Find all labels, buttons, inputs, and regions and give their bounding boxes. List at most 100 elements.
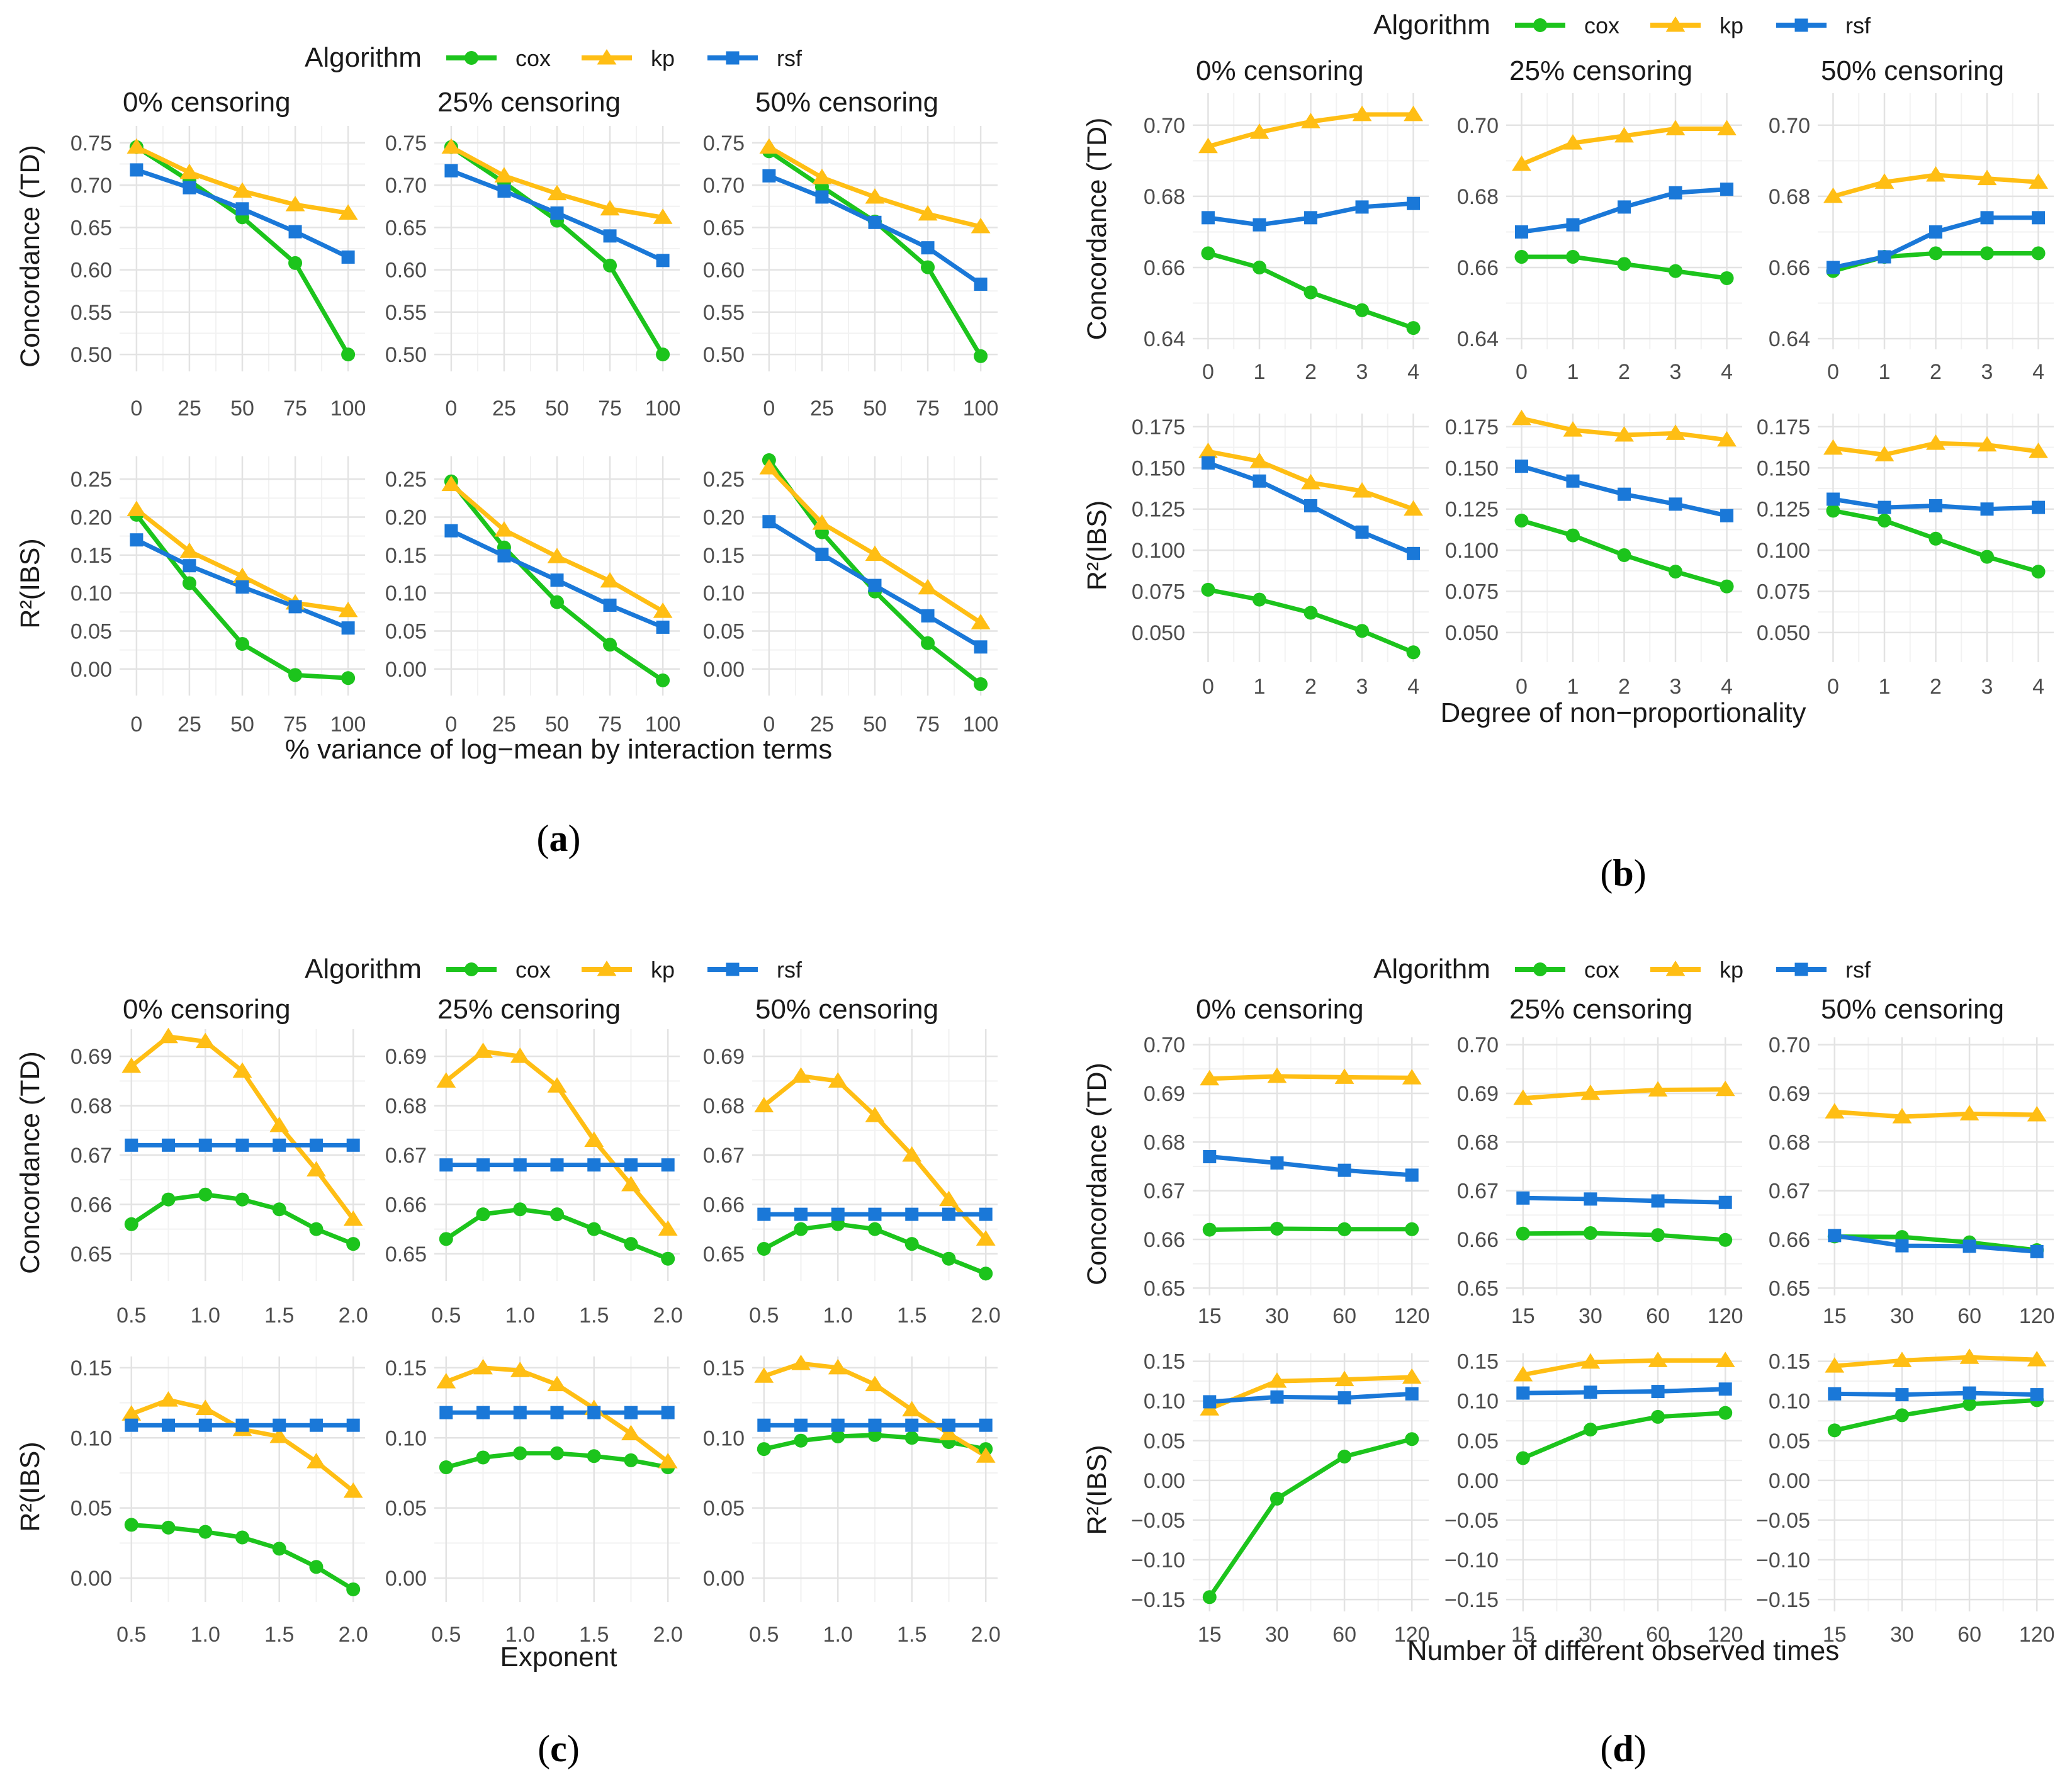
data-point-rsf xyxy=(942,1418,955,1432)
y-tick-label: 0.66 xyxy=(1769,256,1810,280)
data-point-rsf xyxy=(162,1138,176,1152)
x-tick-label: 4 xyxy=(1407,675,1419,699)
data-point-kp xyxy=(232,182,252,198)
series-line-rsf xyxy=(1521,1387,1728,1396)
legend-label-rsf: rsf xyxy=(777,957,802,983)
x-tick-label: 3 xyxy=(1670,675,1682,699)
x-tick-label: 15 xyxy=(1198,1304,1222,1328)
data-point-rsf xyxy=(603,598,617,612)
data-point-kp xyxy=(232,1062,252,1078)
x-tick-label: 2.0 xyxy=(653,1304,683,1328)
data-point-kp xyxy=(436,1072,456,1088)
data-point-kp xyxy=(600,572,620,588)
data-point-rsf xyxy=(603,229,617,243)
y-tick-label: 0.65 xyxy=(1457,1277,1499,1300)
y-tick-label: 0.050 xyxy=(1445,621,1499,645)
facet-strip-label: 0% censoring xyxy=(123,87,291,118)
data-point-kp xyxy=(812,514,832,530)
y-tick-label: 0.75 xyxy=(70,132,112,155)
data-point-rsf xyxy=(439,1406,453,1419)
x-tick-label: 100 xyxy=(330,397,366,420)
data-point-rsf xyxy=(1929,225,1942,239)
x-tick-label: 2.0 xyxy=(339,1304,368,1328)
panel-caption: (b) xyxy=(1600,852,1646,894)
y-tick-label: 0.69 xyxy=(1144,1082,1185,1106)
data-point-rsf xyxy=(235,580,249,594)
data-point-cox xyxy=(124,1217,138,1231)
y-tick-label: 0.125 xyxy=(1757,498,1810,522)
x-tick-label: 0 xyxy=(1516,360,1528,384)
data-point-kp xyxy=(621,1176,641,1192)
series-line-cox xyxy=(1207,1226,1414,1232)
data-point-rsf xyxy=(757,1418,771,1432)
data-point-rsf xyxy=(1514,460,1528,473)
x-tick-label: 120 xyxy=(2019,1623,2055,1647)
y-tick-label: 0.66 xyxy=(703,1193,745,1217)
x-tick-label: 1.5 xyxy=(264,1304,294,1328)
data-point-rsf xyxy=(979,1207,993,1221)
data-point-cox xyxy=(439,1232,453,1246)
data-point-kp xyxy=(1959,1105,1979,1120)
x-tick-label: 75 xyxy=(916,713,940,736)
y-tick-label: 0.68 xyxy=(1144,1131,1185,1154)
y-tick-label: 0.68 xyxy=(70,1095,112,1119)
data-point-kp xyxy=(1874,446,1895,461)
data-point-rsf xyxy=(1566,218,1580,232)
data-point-rsf xyxy=(624,1406,638,1419)
data-point-kp xyxy=(918,205,938,221)
data-point-rsf xyxy=(1584,1192,1597,1206)
legend-label-cox: cox xyxy=(515,957,551,983)
y-tick-label: 0.05 xyxy=(703,1497,745,1521)
x-tick-label: 0.5 xyxy=(431,1623,461,1647)
data-point-cox xyxy=(1514,250,1529,264)
data-point-cox xyxy=(1980,550,1995,564)
data-point-cox xyxy=(587,1449,601,1463)
x-tick-label: 75 xyxy=(283,713,307,736)
data-point-rsf xyxy=(1720,183,1734,196)
facet-plot: 0.050 0.075 0.100 0.125 0.150 0.175 0 1 2 3 4 xyxy=(1757,414,2054,699)
facet-plot: −0.15 −0.10 −0.05 0.00 0.05 0.10 0.15 15 30 60 120 xyxy=(1756,1348,2055,1647)
y-tick-label: 0.05 xyxy=(70,1497,112,1521)
legend-label-kp: kp xyxy=(651,957,675,983)
data-point-kp xyxy=(338,601,358,617)
series-line-kp xyxy=(1521,1087,1728,1101)
data-point-cox xyxy=(794,1222,808,1236)
x-tick-label: 1.0 xyxy=(823,1304,853,1328)
facet-plot: 0.65 0.66 0.67 0.68 0.69 0.5 1.0 1.5 2.0 xyxy=(703,1029,1001,1328)
panel-caption: (d) xyxy=(1600,1728,1646,1769)
y-tick-label: 0.68 xyxy=(1769,1131,1810,1154)
x-tick-label: 2.0 xyxy=(339,1623,368,1647)
data-point-cox xyxy=(921,260,935,274)
y-axis-title: Concordance (TD) xyxy=(15,1051,45,1274)
y-tick-label: 0.65 xyxy=(385,216,427,240)
data-point-rsf xyxy=(1878,250,1891,264)
data-point-cox xyxy=(309,1560,324,1574)
facet-plot: 0.50 0.55 0.60 0.65 0.70 0.75 0 25 50 75 100 xyxy=(70,126,366,420)
data-point-kp xyxy=(1563,134,1583,150)
facet-plot: 0.65 0.66 0.67 0.68 0.69 0.70 15 30 60 120 xyxy=(1144,1034,1430,1328)
data-point-cox xyxy=(198,1525,213,1539)
x-tick-label: 1.0 xyxy=(191,1304,220,1328)
y-tick-label: 0.10 xyxy=(1769,1390,1810,1414)
data-point-cox xyxy=(757,1242,771,1256)
legend-label-cox: cox xyxy=(1584,13,1619,38)
x-tick-label: 0.5 xyxy=(749,1623,779,1647)
data-point-rsf xyxy=(1203,1395,1217,1409)
x-tick-label: 30 xyxy=(1265,1623,1289,1647)
y-tick-label: 0.67 xyxy=(1457,1180,1499,1204)
data-point-rsf xyxy=(476,1158,490,1172)
y-tick-label: 0.10 xyxy=(1144,1390,1185,1414)
data-point-rsf xyxy=(550,206,564,220)
data-point-rsf xyxy=(905,1207,919,1221)
data-point-cox xyxy=(831,1430,845,1444)
data-point-kp xyxy=(621,1424,641,1441)
data-point-cox xyxy=(235,1192,249,1207)
data-point-kp xyxy=(1512,409,1531,426)
series-line-rsf xyxy=(1521,1195,1728,1205)
x-tick-label: 1.5 xyxy=(897,1304,926,1328)
data-point-rsf xyxy=(815,548,829,561)
y-tick-label: 0.70 xyxy=(1457,114,1499,138)
x-tick-label: 0 xyxy=(1516,675,1528,699)
x-tick-label: 15 xyxy=(1511,1623,1535,1647)
data-point-cox xyxy=(1405,1222,1419,1236)
